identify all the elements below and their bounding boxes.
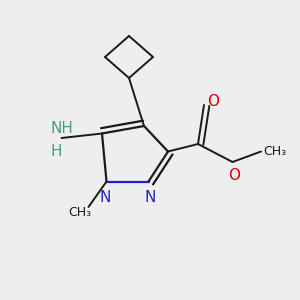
Text: O: O [207, 94, 219, 110]
Text: CH₃: CH₃ [263, 145, 286, 158]
Text: H: H [50, 144, 62, 159]
Text: N: N [144, 190, 156, 206]
Text: O: O [228, 168, 240, 183]
Text: NH: NH [50, 122, 73, 136]
Text: CH₃: CH₃ [68, 206, 91, 220]
Text: N: N [99, 190, 111, 206]
